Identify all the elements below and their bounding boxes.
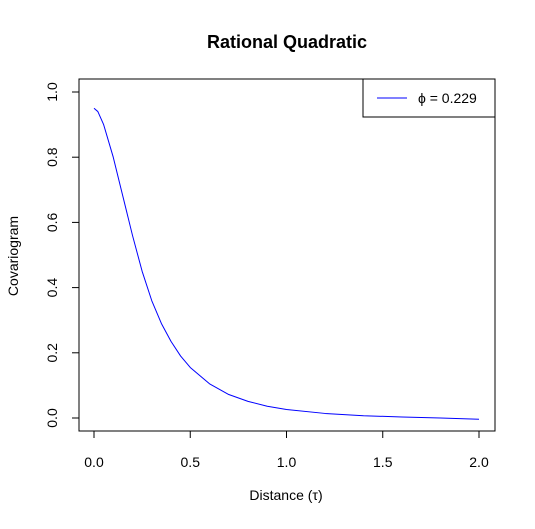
legend-label: ϕ = 0.229 xyxy=(418,90,477,106)
plot-frame xyxy=(78,78,496,432)
y-tick-label: 0.4 xyxy=(44,278,60,298)
x-tick-label: 0.5 xyxy=(181,454,201,470)
x-axis: 0.0 0.5 1.0 1.5 2.0 xyxy=(84,430,489,470)
y-axis-label: Covariogram xyxy=(5,216,21,296)
series-line xyxy=(93,107,480,420)
series-layer xyxy=(93,107,480,420)
y-tick-label: 0.6 xyxy=(44,212,60,232)
legend: ϕ = 0.229 xyxy=(362,78,496,118)
y-tick-label: 0.2 xyxy=(44,343,60,363)
plot-area xyxy=(78,78,496,432)
x-tick-label: 0.0 xyxy=(84,454,104,470)
y-tick-label: 1.0 xyxy=(44,82,60,102)
x-tick-label: 1.0 xyxy=(277,454,297,470)
y-tick-label: 0.0 xyxy=(44,408,60,428)
chart-title: Rational Quadratic xyxy=(207,32,367,52)
x-tick-label: 1.5 xyxy=(373,454,393,470)
y-tick-label: 0.8 xyxy=(44,147,60,167)
x-axis-label: Distance (τ) xyxy=(249,487,322,503)
y-axis: 0.0 0.2 0.4 0.6 0.8 1.0 xyxy=(44,82,80,428)
x-tick-label: 2.0 xyxy=(469,454,489,470)
